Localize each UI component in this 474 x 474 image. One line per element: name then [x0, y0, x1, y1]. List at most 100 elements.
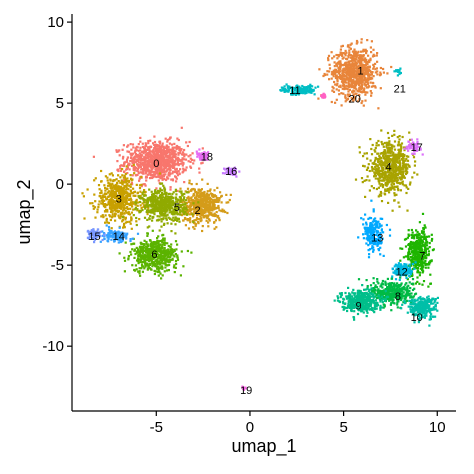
point: [412, 156, 416, 159]
point: [410, 292, 413, 295]
point: [109, 207, 113, 210]
point: [377, 144, 380, 147]
point: [144, 207, 147, 210]
point: [373, 168, 376, 171]
point: [394, 177, 398, 180]
point: [138, 272, 141, 275]
point: [391, 185, 394, 188]
point: [193, 200, 196, 203]
point: [363, 60, 366, 63]
point: [363, 165, 366, 168]
point: [149, 239, 152, 242]
point: [97, 206, 100, 209]
point: [148, 262, 151, 265]
point: [168, 138, 171, 141]
point: [148, 169, 151, 172]
point: [354, 64, 357, 67]
point: [176, 254, 179, 257]
point: [345, 65, 348, 69]
point: [158, 206, 161, 209]
point: [157, 274, 160, 277]
point: [125, 178, 128, 181]
point: [367, 85, 370, 88]
point: [114, 207, 117, 210]
point: [226, 211, 229, 215]
point: [146, 251, 149, 254]
point: [159, 248, 162, 251]
point: [112, 184, 115, 187]
point: [351, 90, 354, 93]
point: [181, 164, 184, 167]
point: [207, 196, 210, 199]
point: [400, 176, 403, 179]
point: [149, 249, 152, 252]
point: [365, 67, 369, 70]
point: [161, 234, 164, 237]
point: [386, 177, 389, 180]
point: [170, 148, 173, 151]
point: [381, 291, 384, 294]
point: [178, 163, 181, 166]
point: [179, 159, 182, 162]
point: [135, 198, 138, 201]
point: [369, 57, 372, 60]
point: [119, 206, 122, 209]
point: [411, 241, 415, 244]
point: [408, 281, 411, 284]
point: [162, 151, 165, 154]
point: [156, 148, 160, 151]
point: [157, 257, 160, 260]
point: [340, 104, 343, 107]
point: [355, 54, 358, 58]
point: [165, 257, 168, 260]
point: [413, 287, 416, 290]
point: [160, 245, 163, 248]
point: [345, 70, 348, 73]
point: [390, 297, 393, 301]
point: [176, 198, 179, 201]
point: [163, 152, 166, 156]
point: [133, 248, 136, 251]
point: [185, 208, 188, 211]
point: [424, 251, 428, 254]
point: [218, 199, 221, 202]
point: [363, 78, 366, 81]
point: [166, 176, 169, 179]
point: [359, 81, 362, 84]
point: [145, 164, 148, 168]
point: [177, 151, 180, 154]
point: [106, 221, 109, 224]
point: [150, 170, 153, 173]
point: [374, 68, 377, 71]
point: [403, 286, 406, 289]
point: [379, 184, 382, 187]
point: [406, 209, 409, 212]
point: [378, 157, 381, 160]
point: [402, 171, 405, 174]
point: [395, 156, 398, 159]
point: [386, 72, 389, 75]
point: [380, 179, 383, 182]
point: [387, 283, 390, 287]
point: [155, 161, 158, 165]
point: [188, 182, 191, 185]
point: [126, 180, 129, 183]
point: [183, 211, 186, 214]
point: [165, 214, 168, 217]
point: [161, 158, 164, 161]
point: [159, 207, 162, 211]
point: [167, 168, 170, 171]
point: [153, 246, 156, 249]
point: [106, 187, 109, 191]
point: [120, 201, 124, 204]
point: [375, 144, 378, 147]
point: [145, 206, 148, 209]
point: [158, 163, 161, 166]
point: [168, 150, 171, 153]
point: [389, 161, 392, 164]
point: [182, 151, 185, 154]
point: [163, 178, 166, 181]
point: [172, 148, 175, 151]
point: [138, 250, 141, 253]
point: [147, 264, 150, 268]
